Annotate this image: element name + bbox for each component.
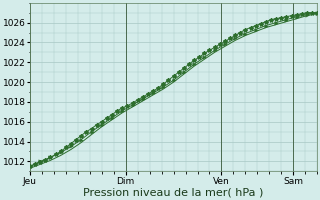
X-axis label: Pression niveau de la mer( hPa ): Pression niveau de la mer( hPa )	[84, 187, 264, 197]
